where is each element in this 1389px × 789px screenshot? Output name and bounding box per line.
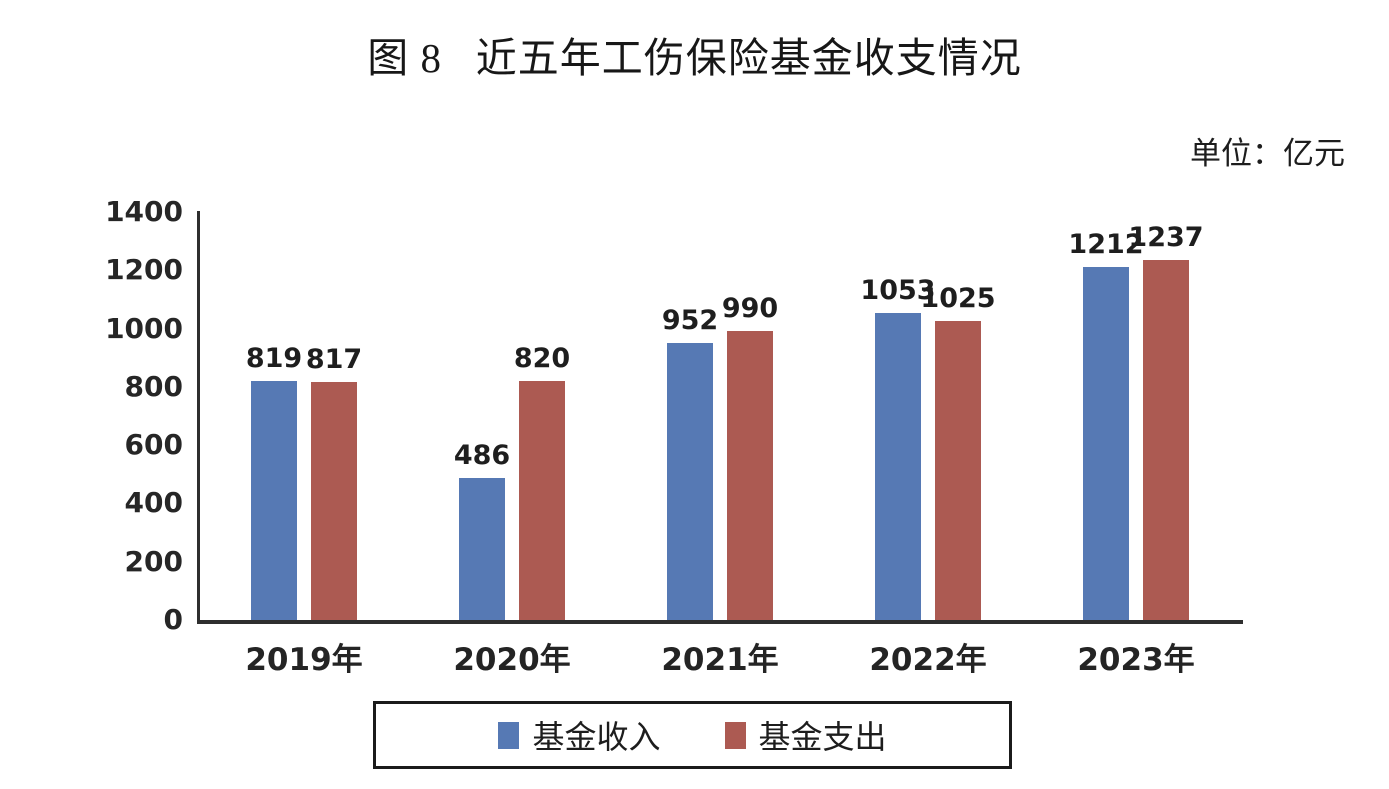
bar-value-label: 486 xyxy=(453,440,511,471)
legend-swatch-income-icon xyxy=(498,721,520,749)
bar-value-label: 1237 xyxy=(1128,222,1204,253)
y-tick-label: 1200 xyxy=(105,253,183,287)
bar-expenditure-2021: 990 xyxy=(722,293,778,620)
bar-group-2022: 1053 1025 xyxy=(824,212,1032,620)
bar-value-label: 1212 xyxy=(1068,229,1144,260)
y-tick-label: 1000 xyxy=(105,311,183,345)
bar-value-label: 1025 xyxy=(920,283,996,314)
legend-label-expenditure: 基金支出 xyxy=(758,719,887,755)
category-label-2020: 2020年 xyxy=(453,642,571,678)
x-axis-category-labels: 2019年 2020年 2021年 2022年 2023年 xyxy=(200,634,1240,678)
bar-income-2021: 952 xyxy=(662,305,718,620)
unit-label: 单位：亿元 xyxy=(1190,136,1345,171)
bar-value-label: 819 xyxy=(245,343,303,374)
y-tick-label: 1400 xyxy=(105,195,183,228)
y-axis-tick-labels: 0 200 400 600 800 1000 1200 1400 xyxy=(0,196,183,636)
category-label-2019: 2019年 xyxy=(245,642,363,678)
legend-item-income: 基金收入 xyxy=(498,712,661,758)
bar-expenditure-2020: 820 xyxy=(514,343,570,620)
bar-value-label: 952 xyxy=(661,305,719,336)
bar-group-2021: 952 990 xyxy=(616,212,824,620)
bar-value-label: 820 xyxy=(513,343,571,374)
legend-label-income: 基金收入 xyxy=(532,719,661,755)
category-label-2022: 2022年 xyxy=(869,642,987,678)
bar-income-2019: 819 xyxy=(246,343,302,620)
bar-expenditure-2019: 817 xyxy=(306,344,362,620)
legend-item-expenditure: 基金支出 xyxy=(724,712,887,758)
x-axis xyxy=(197,620,1243,624)
bar-group-2019: 819 817 xyxy=(200,212,408,620)
bar-expenditure-2022: 1025 xyxy=(920,283,996,620)
y-tick-label: 400 xyxy=(124,486,183,520)
y-axis xyxy=(197,211,200,624)
bar-income-2023: 1212 xyxy=(1068,229,1144,620)
y-tick-label: 600 xyxy=(124,428,183,462)
chart-title: 图 8 近五年工伤保险基金收支情况 xyxy=(367,35,1022,81)
plot-area: 819 817 486 820 952 990 1053 1025 1212 1237 xyxy=(200,212,1240,620)
y-tick-label: 0 xyxy=(163,603,183,636)
legend-swatch-expenditure-icon xyxy=(724,721,746,749)
bar-value-label: 990 xyxy=(721,293,779,324)
category-label-2021: 2021年 xyxy=(661,642,779,678)
bar-value-label: 817 xyxy=(305,344,363,375)
bar-group-2023: 1212 1237 xyxy=(1032,212,1240,620)
bar-income-2020: 486 xyxy=(454,440,510,620)
bar-group-2020: 486 820 xyxy=(408,212,616,620)
category-label-2023: 2023年 xyxy=(1077,642,1195,678)
y-tick-label: 800 xyxy=(124,369,183,403)
bar-value-label: 1053 xyxy=(860,275,936,306)
bar-income-2022: 1053 xyxy=(860,275,936,620)
bar-expenditure-2023: 1237 xyxy=(1128,222,1204,620)
legend: 基金收入 基金支出 xyxy=(373,701,1012,769)
y-tick-label: 200 xyxy=(124,544,183,578)
